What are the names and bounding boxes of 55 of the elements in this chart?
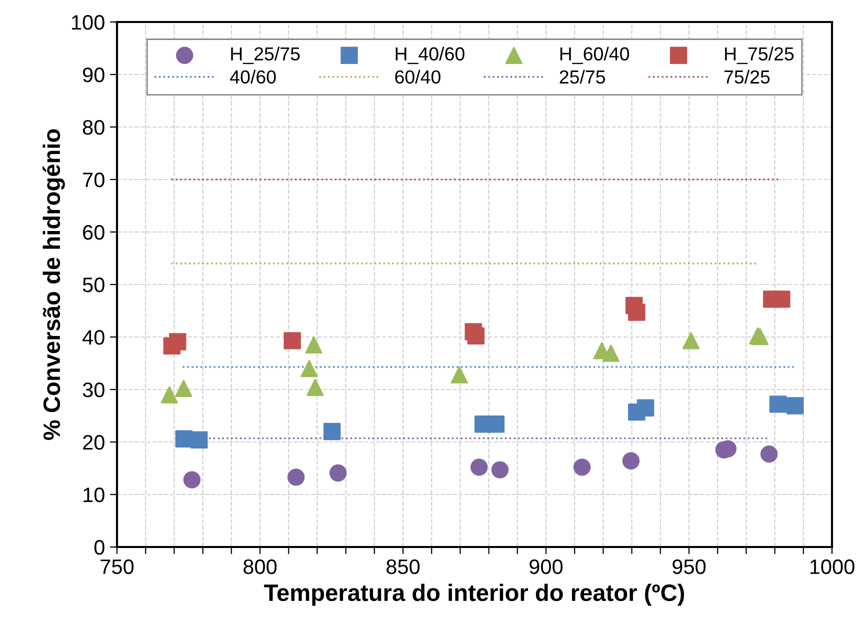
point <box>190 431 208 449</box>
x-tick-label: 800 <box>244 559 277 574</box>
y-tick-label: 80 <box>82 120 104 135</box>
legend-label: H_60/40 <box>560 46 630 64</box>
point <box>450 366 468 384</box>
y-tick-label: 30 <box>82 382 104 398</box>
y-tick-label: 20 <box>83 435 104 450</box>
legend-label: 60/40 <box>395 70 440 84</box>
y-tick-label: 50 <box>82 278 104 292</box>
point <box>470 458 488 476</box>
point <box>467 327 485 345</box>
y-axis-title: % Conversão de hidrogénio <box>42 129 65 440</box>
point <box>760 445 778 463</box>
point <box>773 290 790 308</box>
point <box>175 380 192 398</box>
legend-label: 75/25 <box>724 70 770 84</box>
legend-label: H_75/25 <box>725 46 794 64</box>
point <box>169 333 186 350</box>
point <box>287 468 305 486</box>
point <box>175 430 193 448</box>
point <box>306 378 324 396</box>
y-tick-label: 100 <box>72 15 104 30</box>
point <box>573 458 591 476</box>
x-axis-title: Temperatura do interior do reator (ºC) <box>264 584 684 606</box>
point <box>284 332 301 350</box>
point <box>183 471 201 488</box>
x-tick-label: 950 <box>672 559 706 574</box>
y-tick-label: 70 <box>83 172 104 188</box>
y-tick-label: 90 <box>83 68 104 82</box>
point <box>491 461 509 478</box>
legend-label: 40/60 <box>230 70 276 84</box>
point <box>329 464 347 482</box>
legend-label: H_25/75 <box>231 46 300 64</box>
x-tick-label: 900 <box>530 559 563 574</box>
x-tick-label: 750 <box>100 559 134 574</box>
point <box>160 386 178 404</box>
point <box>636 399 654 416</box>
point <box>305 336 322 354</box>
point <box>682 332 700 350</box>
point <box>786 397 804 414</box>
y-tick-label: 0 <box>94 540 104 555</box>
point <box>323 422 341 440</box>
point <box>622 452 640 470</box>
legend-label: 25/75 <box>560 70 606 84</box>
y-tick-label: 10 <box>84 488 104 502</box>
x-tick-label: 1000 <box>810 559 854 574</box>
legend-label: H_40/60 <box>396 46 464 64</box>
point <box>300 360 318 378</box>
point <box>769 396 787 413</box>
point <box>602 344 620 362</box>
y-tick-label: 60 <box>83 225 104 240</box>
point <box>487 416 505 433</box>
x-tick-label: 850 <box>386 559 420 574</box>
y-tick-label: 40 <box>82 330 104 345</box>
point <box>628 304 646 321</box>
